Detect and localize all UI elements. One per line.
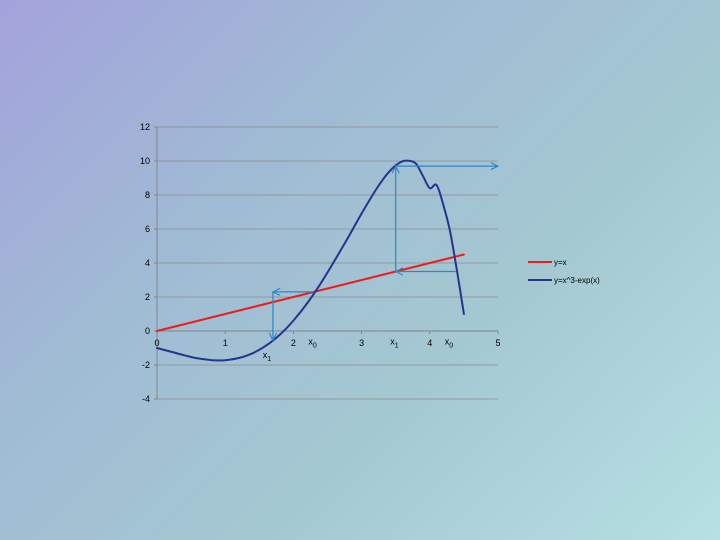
annotation-label: x0 (308, 337, 317, 350)
x-tick-label: 1 (223, 338, 228, 348)
annotation-subscript: 1 (395, 343, 399, 350)
annotation-subscript: 1 (267, 356, 271, 363)
annotation-label: x1 (390, 337, 399, 350)
annotation-label: x1 (263, 350, 272, 363)
y-tick-label: 0 (145, 326, 150, 336)
y-tick-label: -4 (142, 394, 150, 404)
legend-label: y=x^3-exp(x) (554, 276, 600, 285)
y-tick-label: 10 (140, 156, 150, 166)
iteration-arrows (273, 166, 498, 340)
y-tick-label: 12 (140, 122, 150, 132)
annotations: x0 x1 x1 x0 (263, 337, 454, 364)
annotation-subscript: 0 (313, 343, 317, 350)
y-tick-label: -2 (142, 360, 150, 370)
series-line-1 (156, 159, 465, 362)
annotation-label: x0 (445, 337, 454, 350)
legend: y=x y=x^3-exp(x) (528, 258, 600, 285)
series-line-0 (156, 253, 465, 332)
x-tick-label: 2 (291, 338, 296, 348)
y-tick-label: 2 (145, 292, 150, 302)
x-tick-label: 0 (154, 338, 159, 348)
y-tick-label: 8 (145, 190, 150, 200)
grid-lines (157, 126, 498, 400)
y-tick-label: 6 (145, 224, 150, 234)
annotation-subscript: 0 (449, 343, 453, 350)
x-tick-label: 4 (427, 338, 432, 348)
series-lines (156, 159, 465, 362)
y-tick-label: 4 (145, 258, 150, 268)
x-tick-label: 3 (359, 338, 364, 348)
x-tick-label: 5 (495, 338, 500, 348)
legend-label: y=x (554, 258, 567, 267)
